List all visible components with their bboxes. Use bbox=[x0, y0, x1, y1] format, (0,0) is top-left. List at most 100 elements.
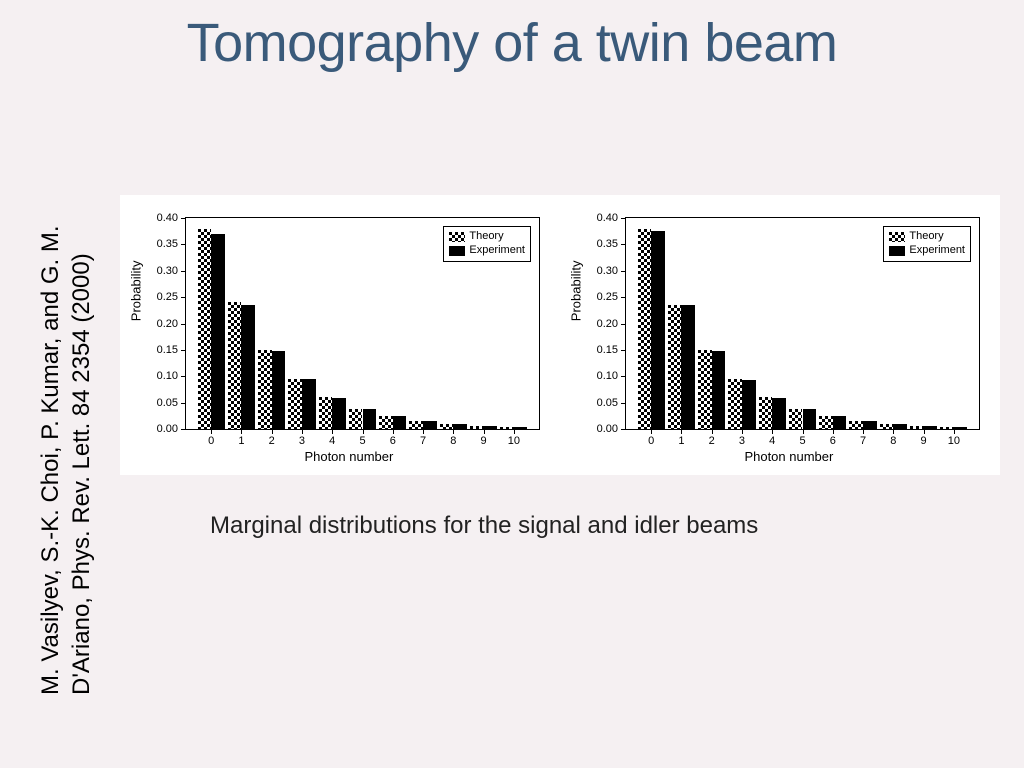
bar-experiment bbox=[423, 421, 437, 429]
y-tick-label: 0.30 bbox=[597, 265, 618, 277]
bar-theory bbox=[379, 416, 393, 429]
y-tick-label: 0.10 bbox=[157, 370, 178, 382]
x-tick bbox=[651, 429, 652, 434]
x-tick bbox=[241, 429, 242, 434]
legend-swatch-theory-icon bbox=[889, 232, 905, 242]
bar-theory bbox=[470, 426, 484, 429]
x-tick bbox=[514, 429, 515, 434]
bar-experiment bbox=[772, 398, 786, 429]
x-tick-label: 8 bbox=[450, 435, 456, 447]
x-tick-label: 6 bbox=[390, 435, 396, 447]
x-tick-label: 3 bbox=[739, 435, 745, 447]
x-tick-label: 3 bbox=[299, 435, 305, 447]
y-tick-label: 0.20 bbox=[597, 318, 618, 330]
x-tick-label: 5 bbox=[359, 435, 365, 447]
bar-experiment bbox=[954, 427, 968, 429]
citation-line-1: M. Vasilyev, S.-K. Choi, P. Kumar, and G… bbox=[35, 175, 66, 695]
x-tick-label: 10 bbox=[948, 435, 960, 447]
x-tick-label: 5 bbox=[799, 435, 805, 447]
bar-theory bbox=[288, 379, 302, 429]
x-tick-label: 1 bbox=[678, 435, 684, 447]
y-tick bbox=[621, 324, 626, 325]
y-tick-label: 0.00 bbox=[597, 423, 618, 435]
y-tick bbox=[181, 244, 186, 245]
bar-theory bbox=[940, 427, 954, 429]
bar-experiment bbox=[863, 421, 877, 429]
bar-theory bbox=[789, 409, 803, 429]
x-tick-label: 9 bbox=[921, 435, 927, 447]
y-tick bbox=[181, 297, 186, 298]
x-tick bbox=[772, 429, 773, 434]
y-tick-label: 0.15 bbox=[597, 344, 618, 356]
x-tick bbox=[272, 429, 273, 434]
bar-experiment bbox=[241, 305, 255, 429]
y-axis-label: Probability bbox=[129, 260, 144, 321]
slide-title: Tomography of a twin beam bbox=[0, 0, 1024, 74]
x-tick bbox=[954, 429, 955, 434]
y-tick-label: 0.00 bbox=[157, 423, 178, 435]
legend-experiment-label: Experiment bbox=[469, 244, 525, 258]
bar-experiment bbox=[453, 424, 467, 429]
bar-theory bbox=[349, 409, 363, 429]
bar-theory bbox=[440, 424, 454, 429]
y-tick bbox=[181, 218, 186, 219]
y-tick-label: 0.20 bbox=[157, 318, 178, 330]
x-tick-label: 4 bbox=[769, 435, 775, 447]
bar-theory bbox=[500, 427, 514, 429]
y-tick bbox=[621, 244, 626, 245]
chart-plot-area: Theory Experiment 0.000.050.100.150.200.… bbox=[185, 217, 540, 430]
bar-theory bbox=[258, 350, 272, 429]
x-tick-label: 7 bbox=[420, 435, 426, 447]
x-tick-label: 4 bbox=[329, 435, 335, 447]
bar-experiment bbox=[893, 424, 907, 429]
bar-theory bbox=[198, 229, 212, 429]
x-tick bbox=[332, 429, 333, 434]
bar-theory bbox=[819, 416, 833, 429]
bar-experiment bbox=[803, 409, 817, 429]
citation: M. Vasilyev, S.-K. Choi, P. Kumar, and G… bbox=[35, 175, 97, 695]
bar-experiment bbox=[272, 351, 286, 429]
chart-idler: Probability Photon number Theory Experim… bbox=[570, 205, 990, 470]
x-tick-label: 10 bbox=[508, 435, 520, 447]
y-tick bbox=[181, 376, 186, 377]
x-tick bbox=[803, 429, 804, 434]
x-tick-label: 9 bbox=[481, 435, 487, 447]
x-tick-label: 2 bbox=[269, 435, 275, 447]
legend-row-experiment: Experiment bbox=[889, 244, 965, 258]
y-tick-label: 0.30 bbox=[157, 265, 178, 277]
y-tick bbox=[181, 429, 186, 430]
y-tick bbox=[181, 403, 186, 404]
x-tick bbox=[924, 429, 925, 434]
y-tick-label: 0.10 bbox=[597, 370, 618, 382]
x-tick bbox=[211, 429, 212, 434]
y-tick bbox=[621, 350, 626, 351]
y-tick bbox=[621, 218, 626, 219]
x-tick bbox=[893, 429, 894, 434]
bar-experiment bbox=[924, 426, 938, 429]
y-tick bbox=[621, 271, 626, 272]
x-tick bbox=[393, 429, 394, 434]
legend-swatch-experiment-icon bbox=[889, 246, 905, 256]
legend-row-theory: Theory bbox=[889, 230, 965, 244]
y-axis-label: Probability bbox=[569, 260, 584, 321]
bar-experiment bbox=[393, 416, 407, 429]
legend-theory-label: Theory bbox=[469, 230, 503, 244]
charts-container: Probability Photon number Theory Experim… bbox=[120, 195, 1000, 475]
bar-experiment bbox=[332, 398, 346, 429]
y-tick-label: 0.25 bbox=[597, 291, 618, 303]
x-tick bbox=[453, 429, 454, 434]
y-tick-label: 0.35 bbox=[157, 238, 178, 250]
bar-experiment bbox=[712, 351, 726, 429]
bar-theory bbox=[698, 350, 712, 429]
x-tick bbox=[363, 429, 364, 434]
bar-theory bbox=[849, 421, 863, 429]
x-tick bbox=[681, 429, 682, 434]
legend-theory-label: Theory bbox=[909, 230, 943, 244]
bar-theory bbox=[759, 397, 773, 429]
x-tick bbox=[742, 429, 743, 434]
chart-plot-area: Theory Experiment 0.000.050.100.150.200.… bbox=[625, 217, 980, 430]
bar-experiment bbox=[484, 426, 498, 429]
bar-experiment bbox=[363, 409, 377, 429]
bar-theory bbox=[638, 229, 652, 429]
x-tick bbox=[302, 429, 303, 434]
